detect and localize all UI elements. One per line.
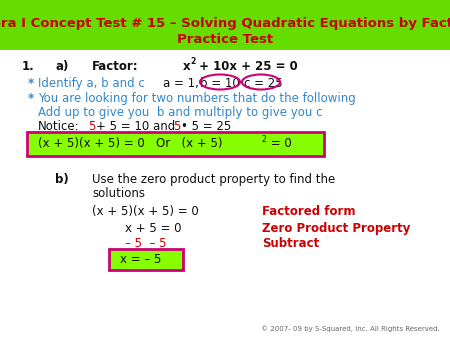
Text: Add up to give you  b and multiply to give you c: Add up to give you b and multiply to giv… (38, 106, 323, 119)
Text: 2: 2 (190, 57, 195, 66)
Text: – 5  – 5: – 5 – 5 (125, 237, 166, 250)
Text: x: x (183, 60, 191, 73)
Text: Subtract: Subtract (262, 237, 319, 250)
Text: • 5 = 25: • 5 = 25 (181, 120, 231, 133)
Text: © 2007- 09 by S-Squared, Inc. All Rights Reserved.: © 2007- 09 by S-Squared, Inc. All Rights… (261, 325, 440, 332)
Text: Factored form: Factored form (262, 205, 356, 218)
Text: (x + 5)(x + 5) = 0   Or   (x + 5): (x + 5)(x + 5) = 0 Or (x + 5) (38, 137, 222, 150)
Text: a): a) (55, 60, 68, 73)
Text: 5: 5 (88, 120, 95, 133)
Text: *: * (28, 92, 34, 105)
Text: x = – 5: x = – 5 (120, 253, 162, 266)
Text: 5: 5 (173, 120, 180, 133)
Text: x + 5 = 0: x + 5 = 0 (125, 222, 181, 235)
Text: b): b) (55, 173, 69, 186)
Text: Practice Test: Practice Test (177, 33, 273, 46)
Text: 1.: 1. (22, 60, 35, 73)
Text: 2: 2 (262, 135, 267, 144)
Text: + 5 = 10 and: + 5 = 10 and (96, 120, 175, 133)
Text: = 0: = 0 (267, 137, 292, 150)
Text: c = 25: c = 25 (244, 77, 283, 90)
Text: Notice:: Notice: (38, 120, 80, 133)
Text: Algebra I Concept Test # 15 – Solving Quadratic Equations by Factoring: Algebra I Concept Test # 15 – Solving Qu… (0, 17, 450, 30)
Text: a = 1,: a = 1, (163, 77, 199, 90)
Text: + 10x + 25 = 0: + 10x + 25 = 0 (195, 60, 298, 73)
Text: *: * (28, 77, 34, 90)
FancyBboxPatch shape (109, 249, 183, 270)
Text: You are looking for two numbers that do the following: You are looking for two numbers that do … (38, 92, 356, 105)
Text: Zero Product Property: Zero Product Property (262, 222, 410, 235)
Text: Identify a, b and c: Identify a, b and c (38, 77, 145, 90)
Text: solutions: solutions (92, 187, 145, 200)
Text: b = 10: b = 10 (200, 77, 240, 90)
Text: Factor:: Factor: (92, 60, 139, 73)
Bar (0, 0, 450, 50)
FancyBboxPatch shape (27, 132, 324, 156)
Text: Use the zero product property to find the: Use the zero product property to find th… (92, 173, 335, 186)
Text: (x + 5)(x + 5) = 0: (x + 5)(x + 5) = 0 (92, 205, 199, 218)
